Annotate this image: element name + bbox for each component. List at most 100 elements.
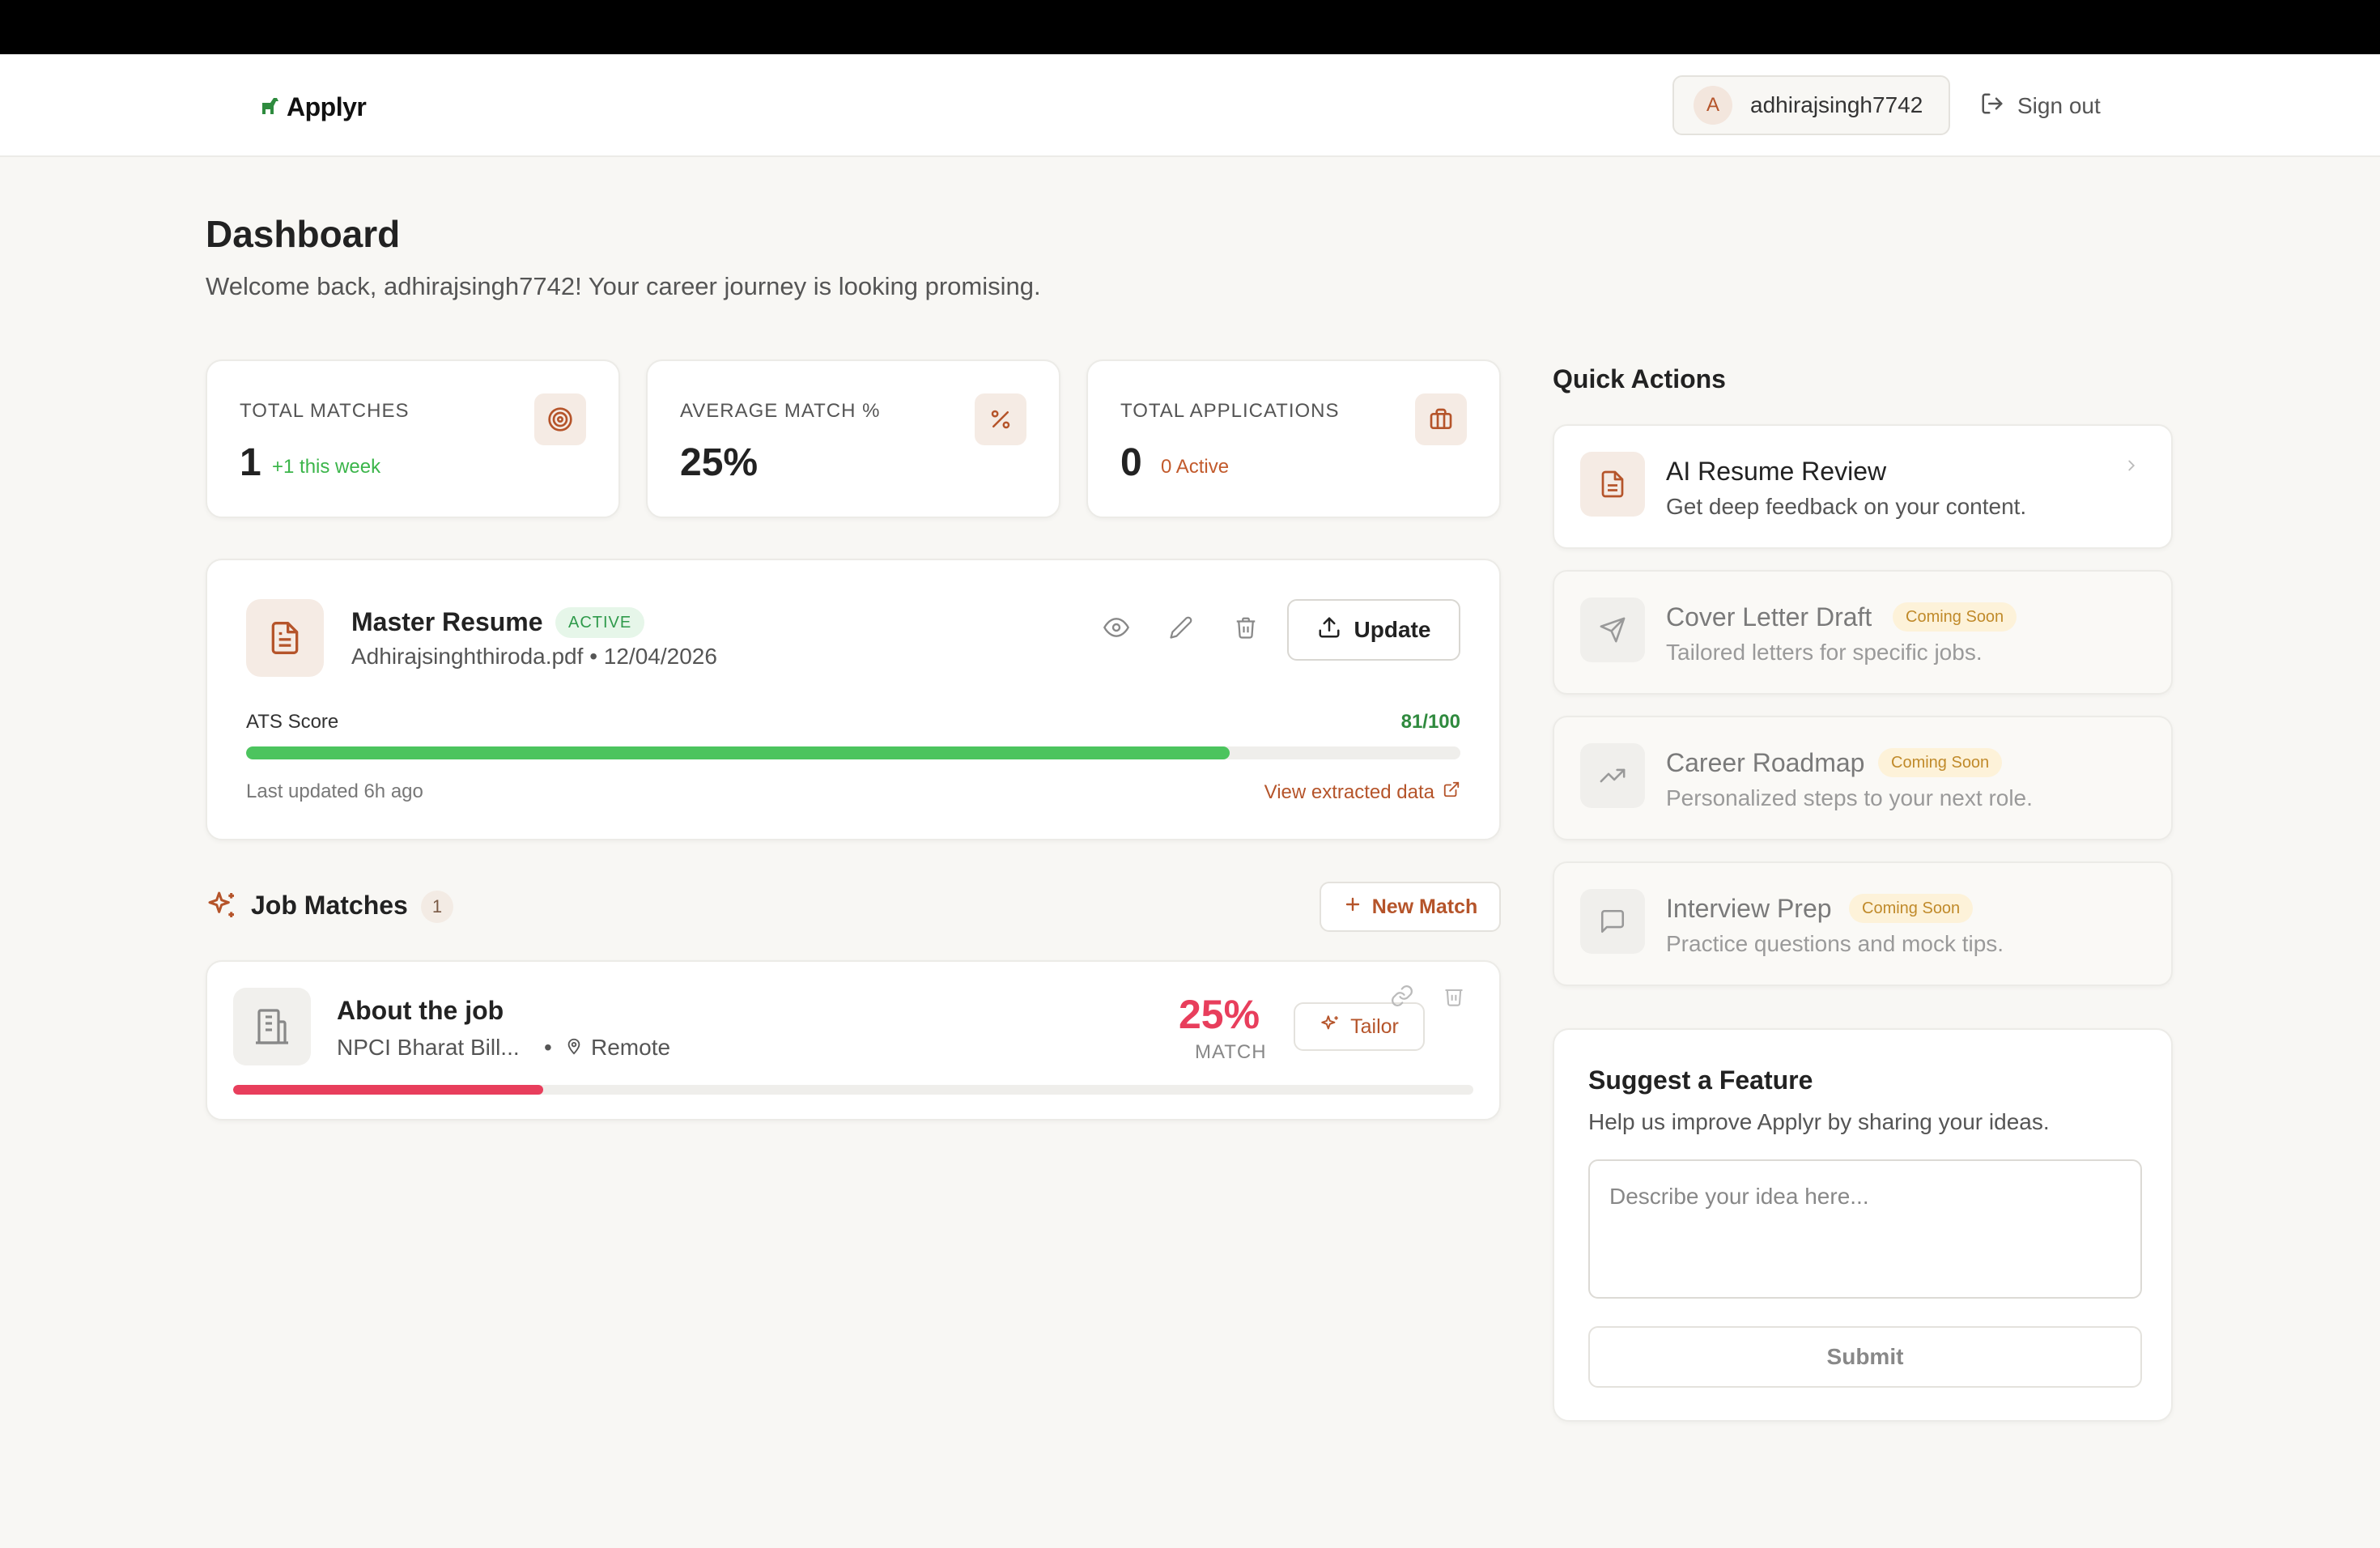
job-title: About the job (337, 996, 504, 1025)
quick-action-name: Cover Letter Draft (1666, 602, 1872, 632)
sparkles-icon (206, 889, 238, 925)
match-percentage: 25% (1179, 992, 1260, 1037)
new-match-label: New Match (1371, 895, 1478, 918)
master-resume-card: Master Resume ACTIVE Adhirajsinghthiroda… (206, 559, 1501, 840)
page-title: Dashboard (206, 213, 401, 255)
job-location: Remote (565, 1035, 670, 1061)
trending-up-icon (1580, 743, 1645, 808)
new-match-button[interactable]: New Match (1320, 882, 1501, 932)
quick-actions-title: Quick Actions (1553, 364, 1726, 393)
last-updated: Last updated 6h ago (246, 780, 423, 802)
job-company: NPCI Bharat Bill... (337, 1035, 520, 1060)
upload-icon (1317, 615, 1341, 645)
status-badge: ACTIVE (555, 607, 645, 638)
target-icon (534, 393, 586, 445)
tailor-label: Tailor (1350, 1014, 1399, 1038)
chevron-right-icon (2123, 457, 2140, 478)
suggest-title: Suggest a Feature (1588, 1065, 1813, 1095)
update-label: Update (1354, 617, 1431, 642)
document-icon (1580, 452, 1645, 517)
coming-soon-badge: Coming Soon (1849, 894, 1974, 923)
stat-label: TOTAL APPLICATIONS (1120, 400, 1340, 422)
briefcase-icon (1415, 393, 1467, 445)
quick-action-ai-resume-review[interactable]: AI Resume Review Get deep feedback on yo… (1553, 424, 2173, 549)
resume-meta: Adhirajsinghthiroda.pdf • 12/04/2026 (351, 644, 717, 669)
quick-action-name: Career Roadmap (1666, 748, 1865, 777)
job-separator: • (544, 1035, 552, 1060)
job-matches-title: Job Matches (251, 891, 408, 920)
stat-label: TOTAL MATCHES (240, 400, 410, 422)
page-subtitle: Welcome back, adhirajsingh7742! Your car… (206, 272, 1041, 300)
building-icon (233, 988, 311, 1065)
document-icon (246, 599, 324, 677)
stat-label: AVERAGE MATCH % (680, 400, 881, 422)
stat-card-total-applications: TOTAL APPLICATIONS 0 0 Active (1086, 359, 1501, 518)
trash-icon (1234, 615, 1258, 644)
match-label: MATCH (1195, 1041, 1267, 1063)
avatar: A (1694, 86, 1732, 125)
app-header: Applyr A adhirajsingh7742 Sign out (0, 54, 2380, 157)
sign-out-icon (1980, 91, 2004, 121)
submit-button[interactable]: Submit (1588, 1326, 2142, 1388)
brand-name: Applyr (287, 91, 367, 121)
stat-note: +1 this week (272, 456, 381, 478)
sparkles-icon (1320, 1014, 1341, 1040)
match-progress-fill (233, 1085, 543, 1095)
delete-job-button[interactable] (1438, 981, 1470, 1014)
quick-action-interview-prep[interactable]: Interview Prep Coming Soon Practice ques… (1553, 861, 2173, 986)
ats-progress-fill (246, 746, 1230, 759)
ats-score: 81/100 (1400, 711, 1460, 733)
quick-action-name: Interview Prep (1666, 894, 1832, 923)
job-location-label: Remote (591, 1035, 671, 1060)
suggest-desc: Help us improve Applyr by sharing your i… (1588, 1109, 2050, 1134)
pencil-icon (1169, 615, 1193, 644)
top-black-bar (0, 0, 2380, 54)
suggest-idea-input[interactable] (1588, 1159, 2142, 1299)
chat-icon (1580, 889, 1645, 954)
logo-icon (259, 93, 283, 121)
stat-value: 1 (240, 441, 261, 484)
trash-icon (1443, 985, 1465, 1011)
stat-card-total-matches: TOTAL MATCHES 1 +1 this week (206, 359, 620, 518)
ats-progress-bar (246, 746, 1460, 759)
edit-resume-button[interactable] (1162, 610, 1200, 648)
tailor-button[interactable]: Tailor (1294, 1002, 1425, 1051)
stat-note: 0 Active (1161, 456, 1230, 478)
quick-action-desc: Tailored letters for specific jobs. (1666, 640, 1983, 665)
quick-action-career-roadmap[interactable]: Career Roadmap Coming Soon Personalized … (1553, 716, 2173, 840)
job-matches-count: 1 (421, 891, 453, 923)
stat-card-average-match: AVERAGE MATCH % 25% (646, 359, 1060, 518)
stat-value: 25% (680, 441, 759, 484)
job-match-card[interactable]: About the job NPCI Bharat Bill... • Remo… (206, 960, 1501, 1121)
external-link-icon (1443, 780, 1460, 804)
user-name: adhirajsingh7742 (1750, 92, 1923, 117)
update-resume-button[interactable]: Update (1287, 599, 1460, 661)
match-progress-bar (233, 1085, 1473, 1095)
quick-action-name: AI Resume Review (1666, 457, 1887, 486)
brand-logo[interactable]: Applyr (259, 87, 367, 127)
ats-label: ATS Score (246, 711, 339, 733)
delete-resume-button[interactable] (1227, 610, 1264, 648)
resume-name: Master Resume (351, 607, 543, 636)
plus-icon (1343, 895, 1362, 920)
user-menu[interactable]: A adhirajsingh7742 (1672, 75, 1950, 135)
coming-soon-badge: Coming Soon (1893, 602, 2017, 632)
sign-out-button[interactable]: Sign out (1980, 90, 2101, 122)
percent-icon (975, 393, 1026, 445)
stat-value: 0 (1120, 441, 1142, 484)
copy-link-button[interactable] (1386, 981, 1418, 1014)
eye-icon (1103, 615, 1130, 644)
suggest-feature-card: Suggest a Feature Help us improve Applyr… (1553, 1028, 2173, 1422)
view-extracted-data-link[interactable]: View extracted data (1264, 780, 1460, 804)
view-data-label: View extracted data (1264, 780, 1434, 803)
quick-action-cover-letter-draft[interactable]: Cover Letter Draft Coming Soon Tailored … (1553, 570, 2173, 695)
view-resume-button[interactable] (1098, 610, 1135, 648)
quick-action-desc: Practice questions and mock tips. (1666, 931, 2004, 956)
quick-action-desc: Get deep feedback on your content. (1666, 494, 2027, 519)
map-pin-icon (565, 1035, 583, 1061)
link-icon (1390, 984, 1414, 1012)
sign-out-label: Sign out (2017, 93, 2101, 118)
send-icon (1580, 598, 1645, 662)
coming-soon-badge: Coming Soon (1878, 748, 2003, 777)
quick-action-desc: Personalized steps to your next role. (1666, 785, 2033, 810)
